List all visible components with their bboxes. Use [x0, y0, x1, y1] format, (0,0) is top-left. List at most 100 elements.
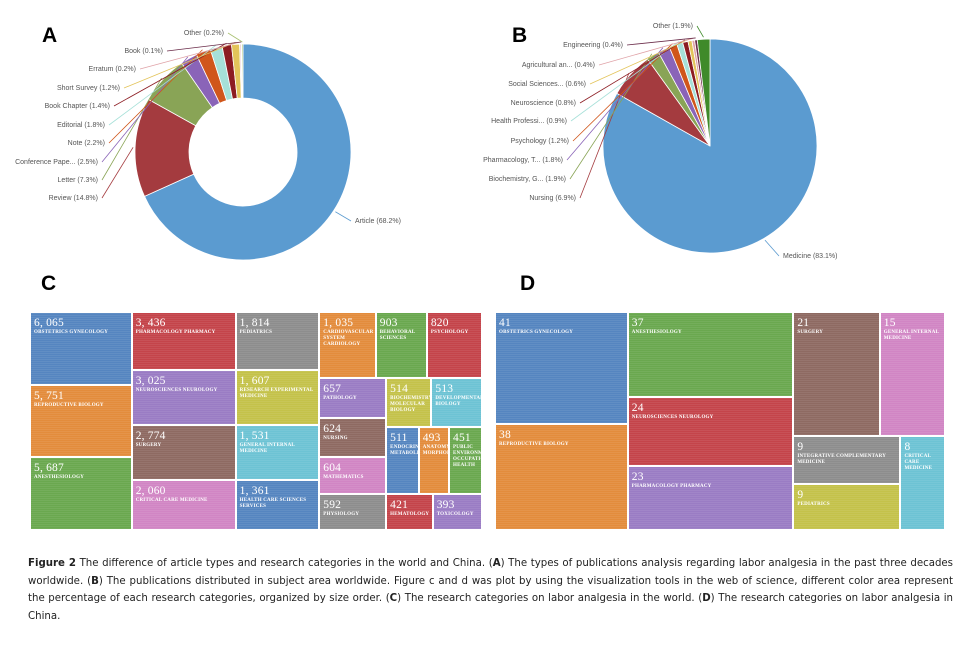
treemap-world: 6, 065 OBSTETRICS GYNECOLOGY 5, 751 REPRODU…	[30, 312, 482, 530]
caption-text: ) The publications distributed in subjec…	[28, 575, 954, 605]
treemap-tile: 5, 751 REPRODUCTIVE BIOLOGY	[30, 384, 132, 458]
treemap-tile: 624 NURSING	[319, 417, 387, 457]
pie-slice-label: Engineering (0.4%)	[563, 42, 623, 49]
treemap-tile-value: 624	[323, 422, 342, 435]
pie-slice-label: Health Professi... (0.9%)	[491, 118, 567, 125]
treemap-tile-value: 24	[631, 402, 644, 415]
treemap-tile-value: 393	[436, 499, 455, 512]
treemap-tile-value: 820	[430, 317, 449, 329]
pie-slice	[241, 43, 244, 99]
pie-slice-label: Conference Pape... (2.5%)	[15, 159, 98, 166]
pie-slice-label: Erratum (0.2%)	[89, 66, 136, 73]
treemap-tile-value: 2, 060	[135, 485, 166, 498]
treemap-tile-value: 41	[499, 317, 511, 329]
treemap-tile-value: 9	[797, 489, 804, 502]
treemap-tile-value: 514	[390, 383, 409, 396]
treemap-tile: 2, 060 CRITICAL CARE MEDICINE	[131, 480, 236, 530]
treemap-tile: 9 PEDIATRICS	[793, 484, 901, 530]
treemap-tile-value: 1, 607	[239, 375, 270, 388]
pie-leader-line	[123, 41, 236, 89]
pie-slice-label: Article (68.2%)	[355, 218, 401, 225]
panel-label-a: A	[42, 24, 58, 47]
treemap-tile-label: BEHAVIORAL SCIENCES	[379, 330, 416, 341]
pie-slice	[696, 38, 711, 147]
treemap-tile-label: NEUROSCIENCES NEUROLOGY	[631, 415, 714, 421]
treemap-tile-value: 513	[435, 383, 454, 396]
treemap-tile-value: 903	[379, 317, 398, 329]
treemap-tile-value: 9	[797, 441, 804, 454]
pie-slice-label: Note (2.2%)	[68, 140, 105, 147]
treemap-tile-label: GENERAL INTERNAL MEDICINE	[239, 443, 295, 455]
treemap-tile: 903 BEHAVIORAL SCIENCES	[375, 312, 427, 379]
treemap-tile-label: HEMATOLOGY	[390, 512, 430, 518]
treemap-tile: 1, 361 HEALTH CARE SCIENCES SERVICES	[235, 480, 320, 530]
caption-text: ) The research categories on labor analg…	[28, 593, 953, 622]
treemap-tile-label: PHARMACOLOGY PHARMACY	[135, 330, 216, 335]
treemap-tile: 3, 025 NEUROSCIENCES NEUROLOGY	[131, 370, 236, 426]
pie-leader-line	[696, 25, 704, 38]
treemap-tile: 604 MATHEMATICS	[319, 456, 387, 495]
treemap-tile: 38 REPRODUCTIVE BIOLOGY	[495, 424, 628, 530]
treemap-tile: 657 PATHOLOGY	[319, 378, 387, 418]
pie-leader-line	[101, 147, 134, 199]
pie-slice-label: Social Sciences... (0.6%)	[508, 81, 586, 88]
treemap-tile: 1, 035 CARDIOVASCULAR SYSTEM CARDIOLOGY	[319, 312, 376, 379]
treemap-tile-label: CRITICAL CARE MEDICINE	[135, 498, 208, 504]
treemap-tile-label: REPRODUCTIVE BIOLOGY	[34, 402, 104, 408]
pie-leader-line	[101, 56, 189, 163]
treemap-tile-value: 15	[883, 317, 896, 329]
treemap-tile-label: PHARMACOLOGY PHARMACY	[631, 484, 712, 490]
pie-slice-label: Other (0.2%)	[184, 30, 224, 37]
treemap-tile-value: 604	[323, 461, 342, 474]
pie-leader-line	[569, 53, 653, 180]
treemap-tile: 592 PHYSIOLOGY	[319, 494, 387, 530]
pie-leader-line	[626, 37, 696, 46]
treemap-tile-value: 5, 751	[34, 389, 64, 402]
treemap-tile-label: MATHEMATICS	[323, 474, 364, 480]
caption-body: The difference of article types and rese…	[28, 558, 953, 622]
treemap-tile-value: 451	[453, 431, 471, 444]
treemap-tile-label: PEDIATRICS	[239, 330, 273, 335]
pie-slice-label: Book Chapter (1.4%)	[45, 103, 110, 110]
caption-text: The difference of article types and rese…	[75, 558, 493, 569]
treemap-tile-label: SURGERY	[797, 330, 824, 335]
treemap-tile-label: NURSING	[323, 435, 348, 441]
treemap-tile-value: 2, 774	[135, 430, 166, 443]
treemap-tile-value: 592	[323, 499, 342, 512]
caption-text: ) The research categories on labor analg…	[397, 593, 703, 604]
treemap-tile-value: 6, 065	[34, 317, 64, 329]
pie-leader-line	[598, 37, 694, 66]
treemap-tile-label: TOXICOLOGY	[436, 512, 474, 518]
pie-slice-label: Pharmacology, T... (1.8%)	[483, 157, 563, 164]
pie-a: Article (68.2%) Review (14.8%) Letter (7.3…	[15, 30, 401, 261]
treemap-tile: 1, 607 RESEARCH EXPERIMENTAL MEDICINE	[235, 370, 320, 426]
treemap-tile: 9 INTEGRATIVE COMPLEMENTARY MEDICINE	[793, 436, 901, 485]
pie-leader-line	[572, 43, 673, 142]
pie-slice-label: Neuroscience (0.8%)	[511, 100, 576, 107]
treemap-tile: 1, 814 PEDIATRICS	[235, 312, 320, 371]
pie-leader-line	[227, 32, 243, 43]
treemap-tile-value: 5, 687	[34, 462, 64, 475]
panel-label-b: B	[512, 24, 528, 47]
treemap-tile-label: ANESTHESIOLOGY	[34, 475, 85, 481]
treemap-tile: 514 BIOCHEMISTRY MOLECULAR BIOLOGY	[386, 378, 432, 427]
treemap-tile: 8 CRITICAL CARE MEDICINE	[900, 436, 945, 530]
treemap-tile: 23 PHARMACOLOGY PHARMACY	[627, 466, 794, 530]
treemap-tile-label: DEVELOPMENTAL BIOLOGY	[435, 396, 482, 408]
treemap-tile-value: 1, 814	[239, 317, 270, 329]
pie-slice-label: Nursing (6.9%)	[529, 195, 576, 202]
pie-slice-label: Agricultural an... (0.4%)	[522, 62, 595, 69]
caption-panel-ref: D	[702, 593, 711, 604]
treemap-tile-value: 3, 436	[135, 317, 166, 329]
treemap-tile-label: PSYCHOLOGY	[430, 330, 469, 335]
treemap-tile-label: SURGERY	[135, 443, 162, 449]
pie-charts: Article (68.2%) Review (14.8%) Letter (7.3…	[15, 23, 837, 261]
panel-label-c: C	[41, 272, 57, 295]
treemap-tile-label: OBSTETRICS GYNECOLOGY	[499, 330, 574, 335]
treemap-tile: 15 GENERAL INTERNAL MEDICINE	[879, 312, 945, 437]
treemap-tile-value: 3, 025	[135, 375, 166, 388]
pie-leader-line	[101, 77, 162, 181]
treemap-tile-value: 1, 035	[323, 317, 354, 329]
pie-slice-label: Book (0.1%)	[124, 48, 163, 55]
